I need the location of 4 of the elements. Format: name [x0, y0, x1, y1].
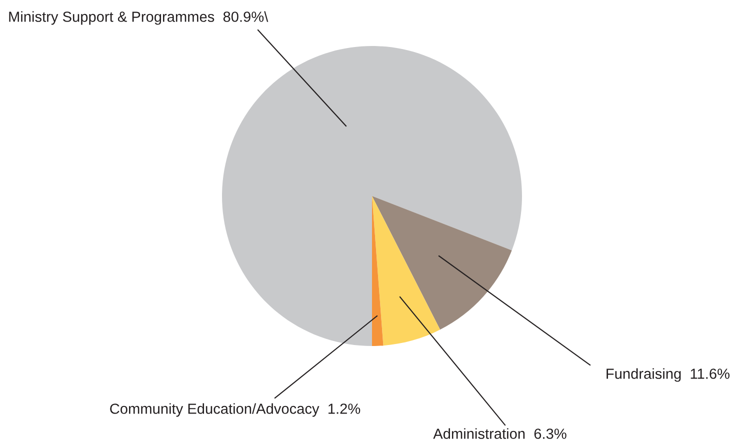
- slice-label: Community Education/Advocacy 1.2%: [110, 403, 360, 417]
- slice-label: Administration 6.3%: [433, 428, 566, 439]
- slice-label: Fundraising 11.6%: [606, 368, 730, 382]
- slice-label: Ministry Support & Programmes 80.9%\: [9, 11, 268, 25]
